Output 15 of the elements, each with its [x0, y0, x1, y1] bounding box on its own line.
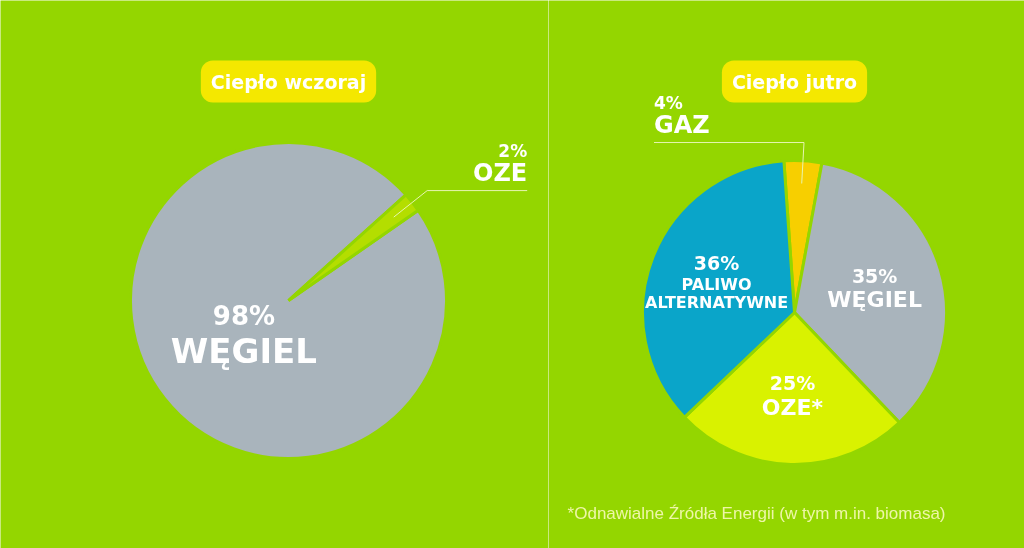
data-label: 4%: [654, 92, 683, 113]
slice-label: WĘGIEL: [170, 331, 318, 372]
chart-title: Ciepło jutro: [731, 70, 858, 93]
slice-label: OZE: [472, 158, 528, 187]
chart-title: Ciepło wczoraj: [210, 70, 367, 93]
data-label: 2%: [498, 140, 528, 161]
slice-label: WĘGIEL: [827, 287, 922, 313]
data-label: 35%: [851, 264, 898, 287]
data-label: 36%: [693, 252, 740, 275]
data-label: 98%: [212, 300, 276, 331]
data-label: 25%: [769, 372, 816, 395]
slice-label: PALIWO ALTERNATYWNE: [645, 274, 789, 313]
slice-label: OZE*: [761, 394, 824, 420]
slice-label: GAZ: [654, 110, 710, 139]
text: *Odnawialne Źródła Energii (w tym m.in. biomasa): [567, 504, 946, 523]
